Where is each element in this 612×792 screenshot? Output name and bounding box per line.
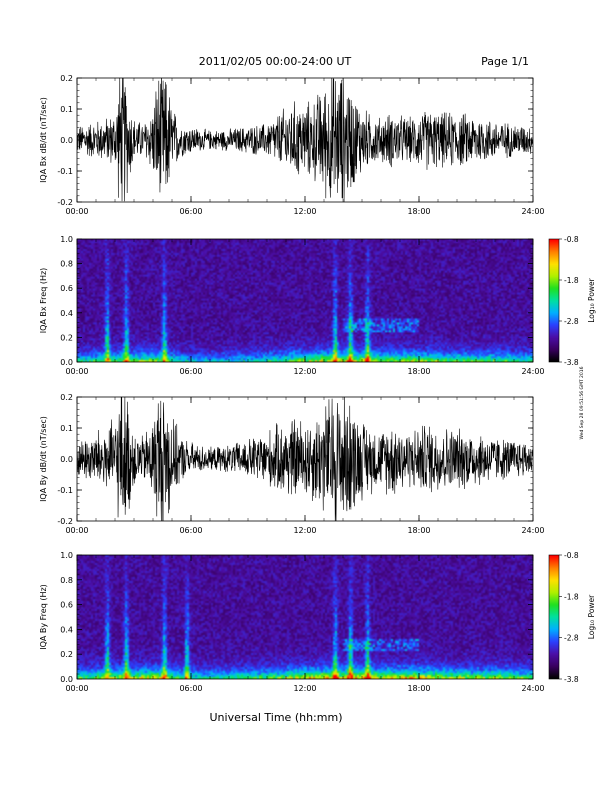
colorbar-gradient [549, 239, 559, 362]
y-tick-label: 0.8 [60, 260, 73, 269]
x-tick-label: 00:00 [65, 367, 88, 376]
page-indicator: Page 1/1 [481, 55, 529, 68]
colorbar-tick-label: -3.8 [564, 358, 579, 367]
colorbar-tick-label: -1.8 [564, 276, 579, 285]
x-tick-label: 18:00 [407, 684, 430, 693]
colorbar-frame [548, 554, 560, 680]
y-tick-label: 0.6 [60, 601, 73, 610]
y-axis-label: IQA By Freq (Hz) [39, 584, 48, 650]
spectrogram-image [77, 555, 533, 679]
x-tick-label: 24:00 [521, 684, 544, 693]
panels: 0.20.10.0-0.1-0.200:00 06:00 12:00 18:00 24:… [39, 74, 596, 693]
y-tick-label: 0.0 [60, 136, 73, 145]
figure-title: 2011/02/05 00:00-24:00 UT [199, 55, 352, 68]
colorbar-tick-label: -3.8 [564, 675, 579, 684]
x-tick-label: 06:00 [179, 684, 202, 693]
y-tick-label: 1.0 [60, 235, 73, 244]
y-tick-label: -0.1 [57, 167, 73, 176]
colorbar-label: Log₁₀ Power [587, 277, 596, 322]
y-tick-label: 0.8 [60, 576, 73, 585]
x-tick-label: 18:00 [407, 207, 430, 216]
x-tick-label: 00:00 [65, 684, 88, 693]
y-tick-label: 0.2 [60, 74, 73, 83]
y-tick-label: -0.2 [57, 198, 73, 207]
y-axis-label: IQA Bx dB/dt (nT/sec) [39, 97, 48, 183]
colorbar-tick-label: -0.8 [564, 551, 579, 560]
y-tick-label: 0.2 [60, 333, 73, 342]
colorbar-tick-label: -0.8 [564, 235, 579, 244]
y-tick-label: 0.4 [60, 625, 73, 634]
dbdt-trace [77, 78, 533, 202]
x-tick-label: 12:00 [293, 526, 316, 535]
y-tick-label: 1.0 [60, 551, 73, 560]
x-tick-label: 24:00 [521, 207, 544, 216]
colorbar-tick-label: -2.8 [564, 317, 579, 326]
spectrogram-panel: 1.0 0.8 0.6 0.4 0.2 0.000:00 06:00 12:00 18:00 24… [39, 235, 545, 376]
x-axis-title: Universal Time (hh:mm) [210, 711, 343, 724]
timeseries-panel: 0.2 0.1 0.0 -0.1 -0.200:00 06:00 12:00 18:00 24:… [39, 74, 545, 216]
x-tick-label: 06:00 [179, 207, 202, 216]
x-tick-label: 12:00 [293, 367, 316, 376]
timestamp-note: Wed Sep 28 09:51:56 GMT 2016 [579, 366, 585, 439]
x-tick-label: 00:00 [65, 526, 88, 535]
y-tick-label: 0.0 [60, 455, 73, 464]
timeseries-panel: 0.2 0.1 0.0 -0.1 -0.200:00 06:00 12:00 18:00 24:… [39, 393, 545, 535]
spectrogram-image [77, 239, 533, 362]
x-tick-label: 24:00 [521, 526, 544, 535]
y-axis-label: IQA Bx Freq (Hz) [39, 268, 48, 334]
colorbar-gradient [549, 555, 559, 679]
y-tick-label: 0.6 [60, 284, 73, 293]
colorbar-tick-label: -1.8 [564, 592, 579, 601]
y-tick-label: 0.4 [60, 309, 73, 318]
y-tick-label: 0.1 [60, 424, 73, 433]
colorbar-label: Log₁₀ Power [587, 594, 596, 639]
y-axis-label: IQA By dB/dt (nT/sec) [39, 416, 48, 502]
spectrogram-panel: 1.0 0.8 0.6 0.4 0.2 0.000:00 06:00 12:00 18:00 24… [39, 551, 545, 693]
x-tick-label: 12:00 [293, 684, 316, 693]
colorbar: -0.8 -1.8 -2.8 -3.8 Log₁₀ Power [548, 551, 596, 684]
x-tick-label: 24:00 [521, 367, 544, 376]
y-tick-label: 0.1 [60, 105, 73, 114]
x-tick-label: 18:00 [407, 526, 430, 535]
dbdt-trace [77, 397, 533, 521]
colorbar-frame [548, 238, 560, 363]
colorbar: -0.8 -1.8 -2.8 -3.8 Log₁₀ Power [548, 235, 596, 367]
y-tick-label: -0.2 [57, 517, 73, 526]
colorbar-tick-label: -2.8 [564, 634, 579, 643]
y-tick-label: 0.0 [60, 358, 73, 367]
y-tick-label: 0.2 [60, 650, 73, 659]
x-tick-label: 00:00 [65, 207, 88, 216]
x-tick-label: 18:00 [407, 367, 430, 376]
x-tick-label: 06:00 [179, 367, 202, 376]
x-tick-label: 06:00 [179, 526, 202, 535]
y-tick-label: 0.2 [60, 393, 73, 402]
x-tick-label: 12:00 [293, 207, 316, 216]
y-tick-label: -0.1 [57, 486, 73, 495]
y-tick-label: 0.0 [60, 675, 73, 684]
